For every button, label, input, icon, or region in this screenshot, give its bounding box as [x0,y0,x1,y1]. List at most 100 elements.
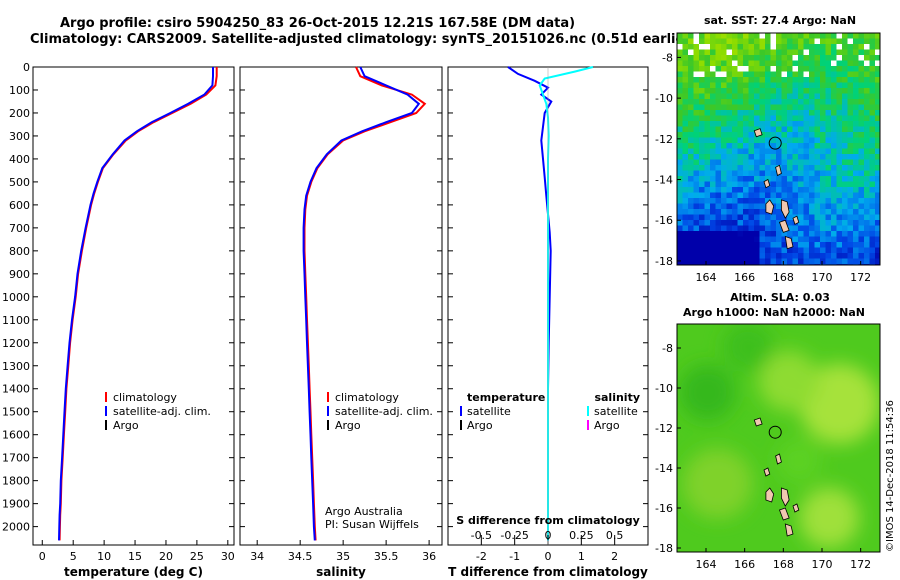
sst-cell [842,181,848,188]
sst-cell [814,187,821,193]
sst-cell [693,115,700,122]
sst-cell [820,66,826,72]
sst-cell [677,93,683,100]
sst-cell [693,192,700,199]
sst-cell [726,137,733,144]
sst-cell [748,93,755,100]
sst-cell [732,99,738,105]
sst-cell [688,203,694,210]
sst-cell [820,121,826,127]
sst-cell [754,82,760,89]
sst-cell [704,132,711,138]
sst-cell [776,38,782,45]
sst-cell [803,231,810,237]
sla-blob [799,487,860,548]
series-line [58,67,214,541]
x-tick-label: 2 [611,550,618,563]
sst-cell [715,209,722,215]
sst-cell [743,209,749,215]
sst-cell [693,77,700,83]
sst-cell [754,209,760,215]
sst-cell [765,231,771,237]
sst-cell [864,165,870,171]
sst-cell [842,126,848,133]
sst-cell [809,242,815,248]
sst-cell [704,137,711,144]
sst-cell [721,93,727,100]
sst-cell [737,88,744,94]
map-x-tick-label: 170 [812,558,833,571]
sst-cell [869,165,876,171]
sst-cell [759,154,766,160]
sst-cell [798,253,804,259]
sst-cell [858,192,865,199]
sst-cell [787,88,793,94]
sst-cell [842,159,848,166]
sst-cell [792,55,799,61]
sst-cell [759,115,766,122]
sst-cell [737,253,744,259]
y-tick-label: 1100 [2,314,30,327]
sst-cell [864,253,870,259]
sst-cell [825,55,832,61]
sst-cell [748,121,755,127]
sst-cell [682,126,689,133]
sst-cell [864,110,870,116]
sst-cell [803,44,810,50]
sst-cell [847,38,854,45]
sst-cell [825,88,832,94]
sst-cell [864,126,870,133]
sst-cell [858,132,865,138]
legend-label: satellite [467,405,511,418]
sst-cell [682,192,689,199]
sst-cell [814,33,821,39]
sst-cell [864,143,870,149]
sst-cell [787,192,793,199]
sst-cell [688,38,694,45]
sst-cell [831,33,837,39]
sst-cell [798,77,804,83]
sst-cell [765,55,771,61]
sst-cell [770,82,777,89]
sst-cell [776,104,782,111]
sst-cell [737,181,744,188]
sst-cell [732,165,738,171]
sst-cell [787,121,793,127]
sst-cell [847,214,854,221]
sst-cell [781,44,788,50]
sst-cell [776,258,782,265]
sst-cell [831,49,837,56]
sst-cell [875,38,880,45]
sst-cell [759,242,766,248]
sst-cell [732,253,738,259]
sst-cell [688,71,694,78]
sst-cell [820,88,826,94]
sst-cell [693,148,700,155]
sst-cell [803,181,810,188]
sst-cell [682,132,689,138]
sst-cell [688,60,694,67]
temperature-plot: 0100200300400500600700800900100011001200… [2,61,235,579]
sst-cell [748,242,755,248]
sst-cell [858,170,865,177]
sst-cell [754,55,760,61]
sst-cell [770,187,777,193]
sst-cell [781,137,788,144]
sst-cell [721,203,727,210]
sst-cell [688,66,694,72]
sst-cell [693,110,700,116]
sst-cell [682,253,689,259]
sst-cell [715,82,722,89]
sst-cell [875,126,880,133]
sst-cell [726,236,733,243]
sst-cell [699,137,705,144]
sst-cell [864,44,870,50]
sst-cell [743,55,749,61]
sst-cell [787,93,793,100]
sst-cell [770,38,777,45]
island [753,417,763,427]
sst-cell [743,126,749,133]
sst-cell [781,38,788,45]
sst-cell [759,220,766,226]
x-tick-label: 34 [250,550,264,563]
